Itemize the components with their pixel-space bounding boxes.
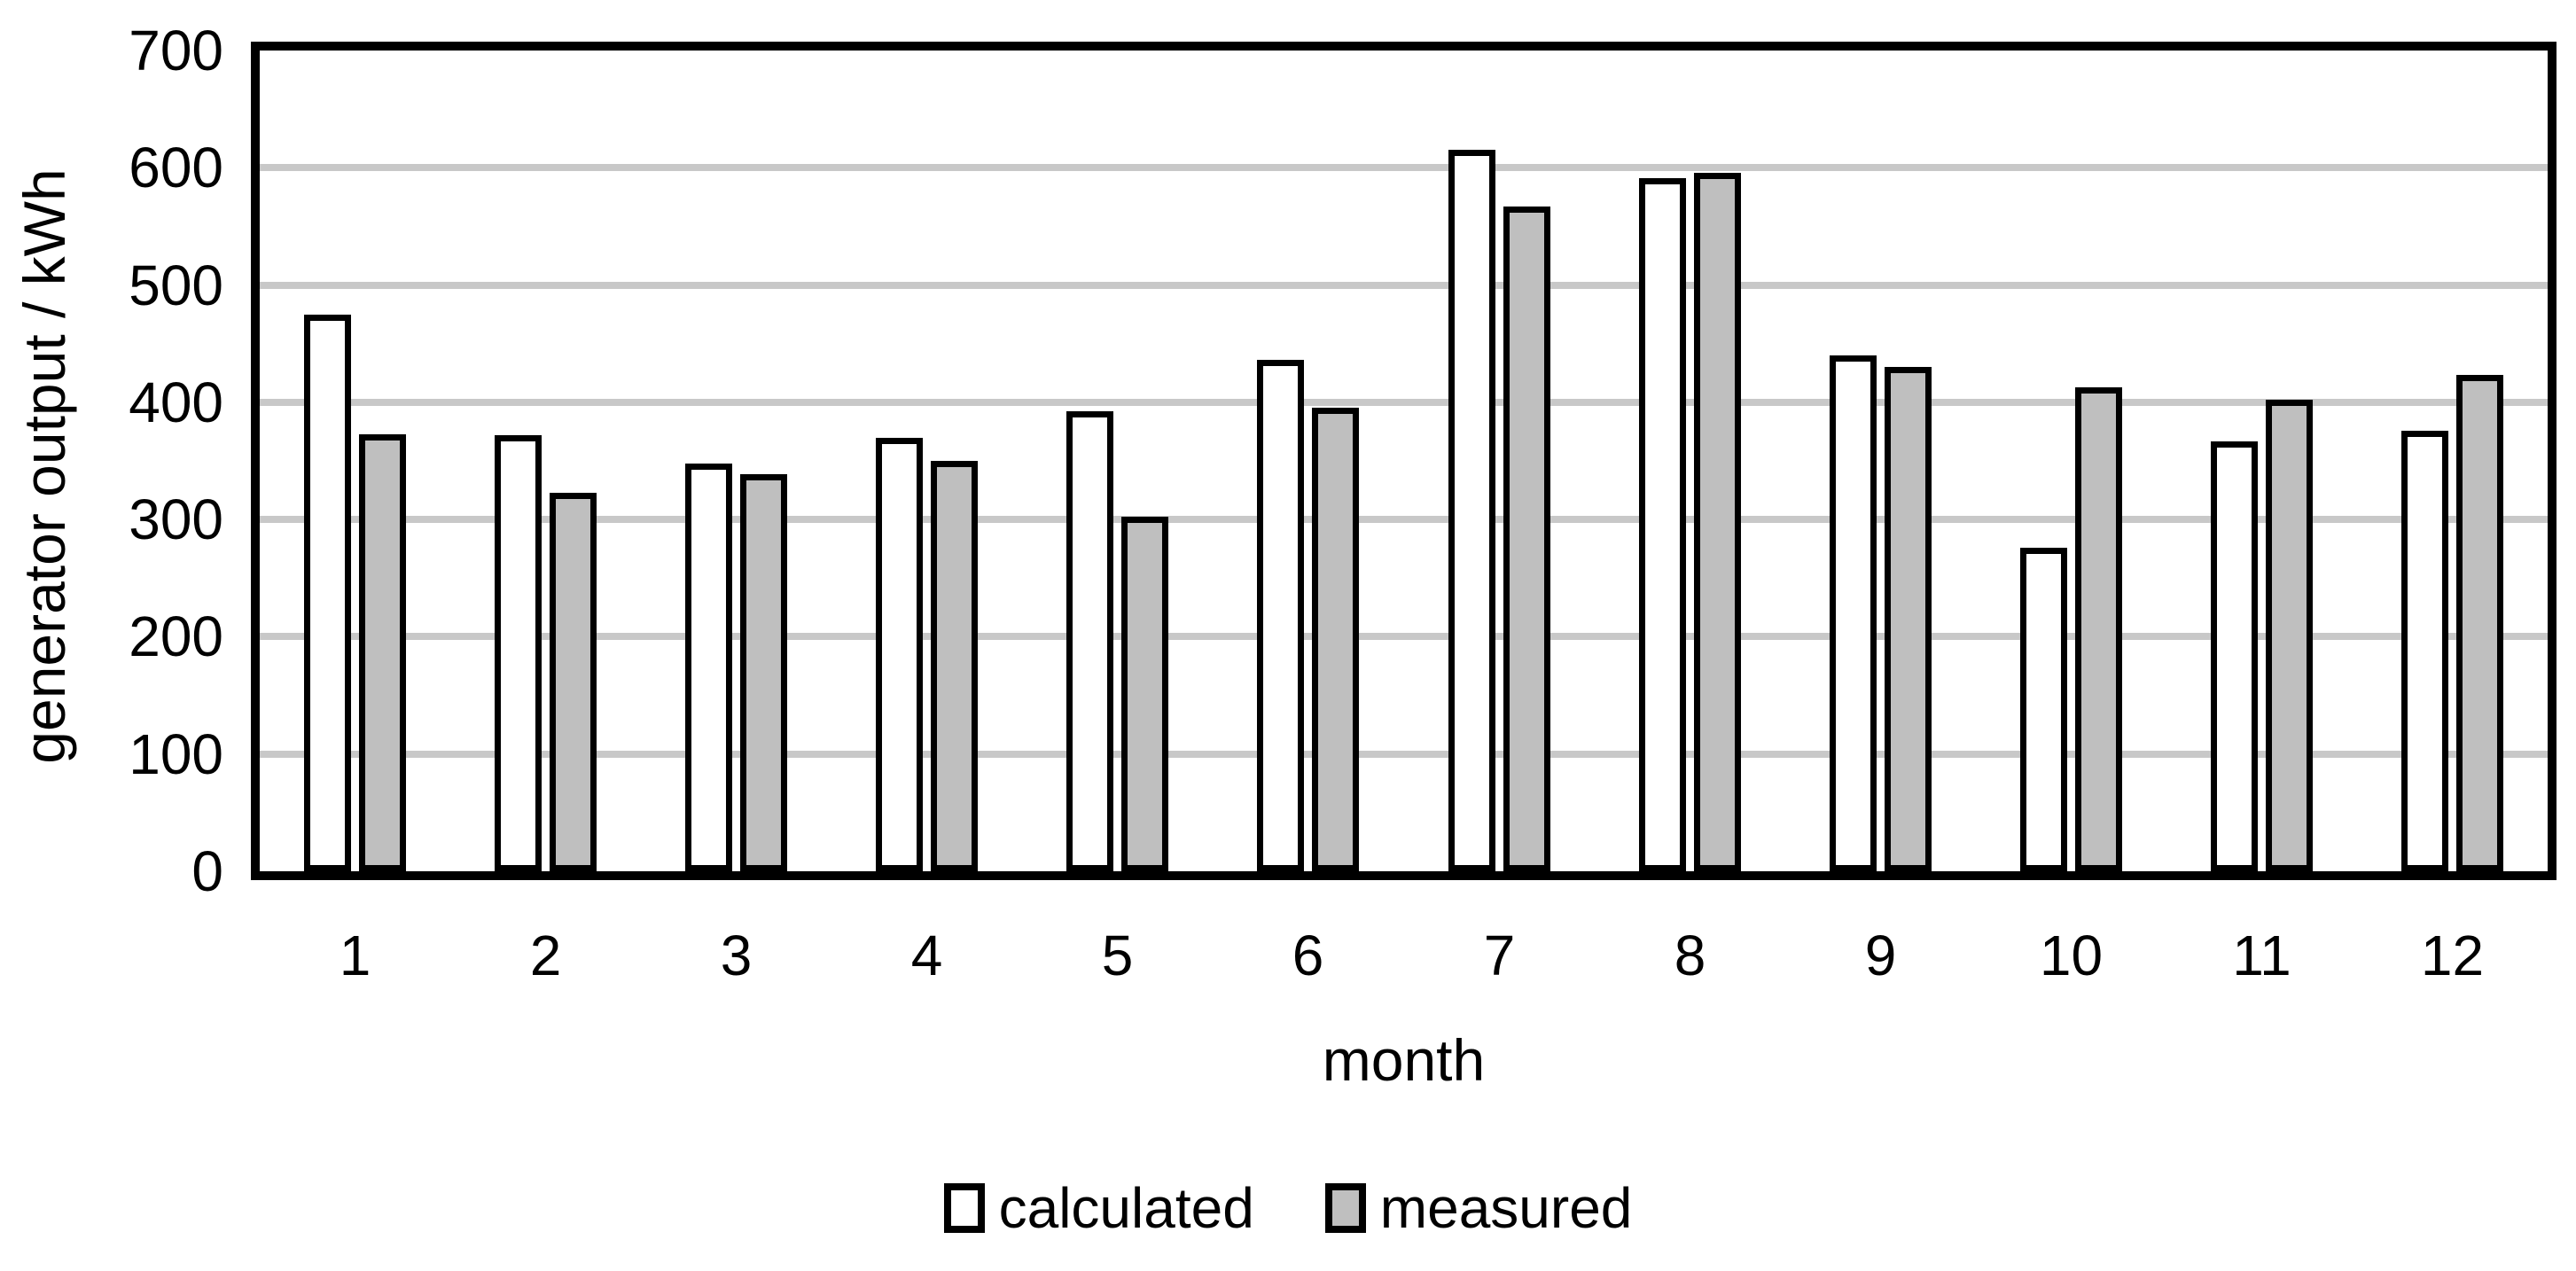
y-tick-label-200: 200 xyxy=(129,604,223,668)
bar-calculated-month-3 xyxy=(685,464,732,871)
bar-calculated-month-5 xyxy=(1066,411,1113,871)
gridline-400 xyxy=(260,399,2548,406)
bar-measured-month-2 xyxy=(550,493,597,871)
x-tick-label-8: 8 xyxy=(1674,924,1706,987)
bar-measured-month-4 xyxy=(931,461,978,871)
bar-measured-month-6 xyxy=(1312,408,1359,871)
bar-calculated-month-7 xyxy=(1448,150,1495,871)
bar-measured-month-3 xyxy=(740,474,787,871)
gridline-100 xyxy=(260,751,2548,758)
x-tick-label-7: 7 xyxy=(1483,924,1516,987)
gridline-300 xyxy=(260,516,2548,523)
legend-label-calculated: calculated xyxy=(998,1176,1254,1240)
y-tick-label-400: 400 xyxy=(129,370,223,434)
x-tick-label-4: 4 xyxy=(910,924,943,987)
measured-swatch-icon xyxy=(1324,1183,1366,1233)
bar-measured-month-7 xyxy=(1503,207,1550,871)
bar-measured-month-8 xyxy=(1694,173,1741,871)
x-tick-label-5: 5 xyxy=(1101,924,1134,987)
gridline-600 xyxy=(260,164,2548,171)
gridline-200 xyxy=(260,633,2548,640)
bar-measured-month-1 xyxy=(359,434,406,871)
x-tick-label-11: 11 xyxy=(2232,924,2291,987)
bar-calculated-month-6 xyxy=(1257,360,1304,871)
y-tick-label-300: 300 xyxy=(129,487,223,551)
calculated-swatch-icon xyxy=(943,1183,985,1233)
legend-label-measured: measured xyxy=(1379,1176,1633,1240)
bar-calculated-month-12 xyxy=(2401,431,2448,871)
x-tick-label-12: 12 xyxy=(2420,924,2485,987)
x-tick-label-2: 2 xyxy=(529,924,562,987)
bar-calculated-month-2 xyxy=(495,435,542,871)
x-tick-label-9: 9 xyxy=(1864,924,1897,987)
legend-entry-calculated: calculated xyxy=(943,1168,1254,1248)
plot-area xyxy=(251,42,2556,880)
bar-calculated-month-10 xyxy=(2020,548,2067,871)
legend: calculated measured xyxy=(0,1168,2576,1248)
y-tick-label-600: 600 xyxy=(129,136,223,199)
y-tick-label-0: 0 xyxy=(191,839,223,903)
gridline-500 xyxy=(260,282,2548,289)
bar-measured-month-9 xyxy=(1885,367,1932,871)
bar-calculated-month-9 xyxy=(1830,355,1877,871)
bar-measured-month-12 xyxy=(2456,375,2503,871)
bar-measured-month-11 xyxy=(2266,400,2313,871)
x-tick-label-3: 3 xyxy=(720,924,753,987)
plot-inner xyxy=(260,51,2548,871)
x-tick-label-6: 6 xyxy=(1292,924,1324,987)
bar-calculated-month-8 xyxy=(1639,178,1686,871)
y-tick-label-100: 100 xyxy=(129,722,223,786)
bar-calculated-month-1 xyxy=(304,315,351,871)
bar-measured-month-10 xyxy=(2075,387,2122,871)
bar-calculated-month-11 xyxy=(2211,441,2258,871)
legend-entry-measured: measured xyxy=(1324,1168,1633,1248)
y-tick-label-500: 500 xyxy=(129,253,223,317)
y-tick-label-700: 700 xyxy=(129,19,223,82)
x-tick-label-1: 1 xyxy=(339,924,371,987)
x-axis-title: month xyxy=(1322,1027,1486,1093)
bar-calculated-month-4 xyxy=(876,438,923,871)
bar-measured-month-5 xyxy=(1121,517,1168,871)
x-tick-label-10: 10 xyxy=(2039,924,2104,987)
